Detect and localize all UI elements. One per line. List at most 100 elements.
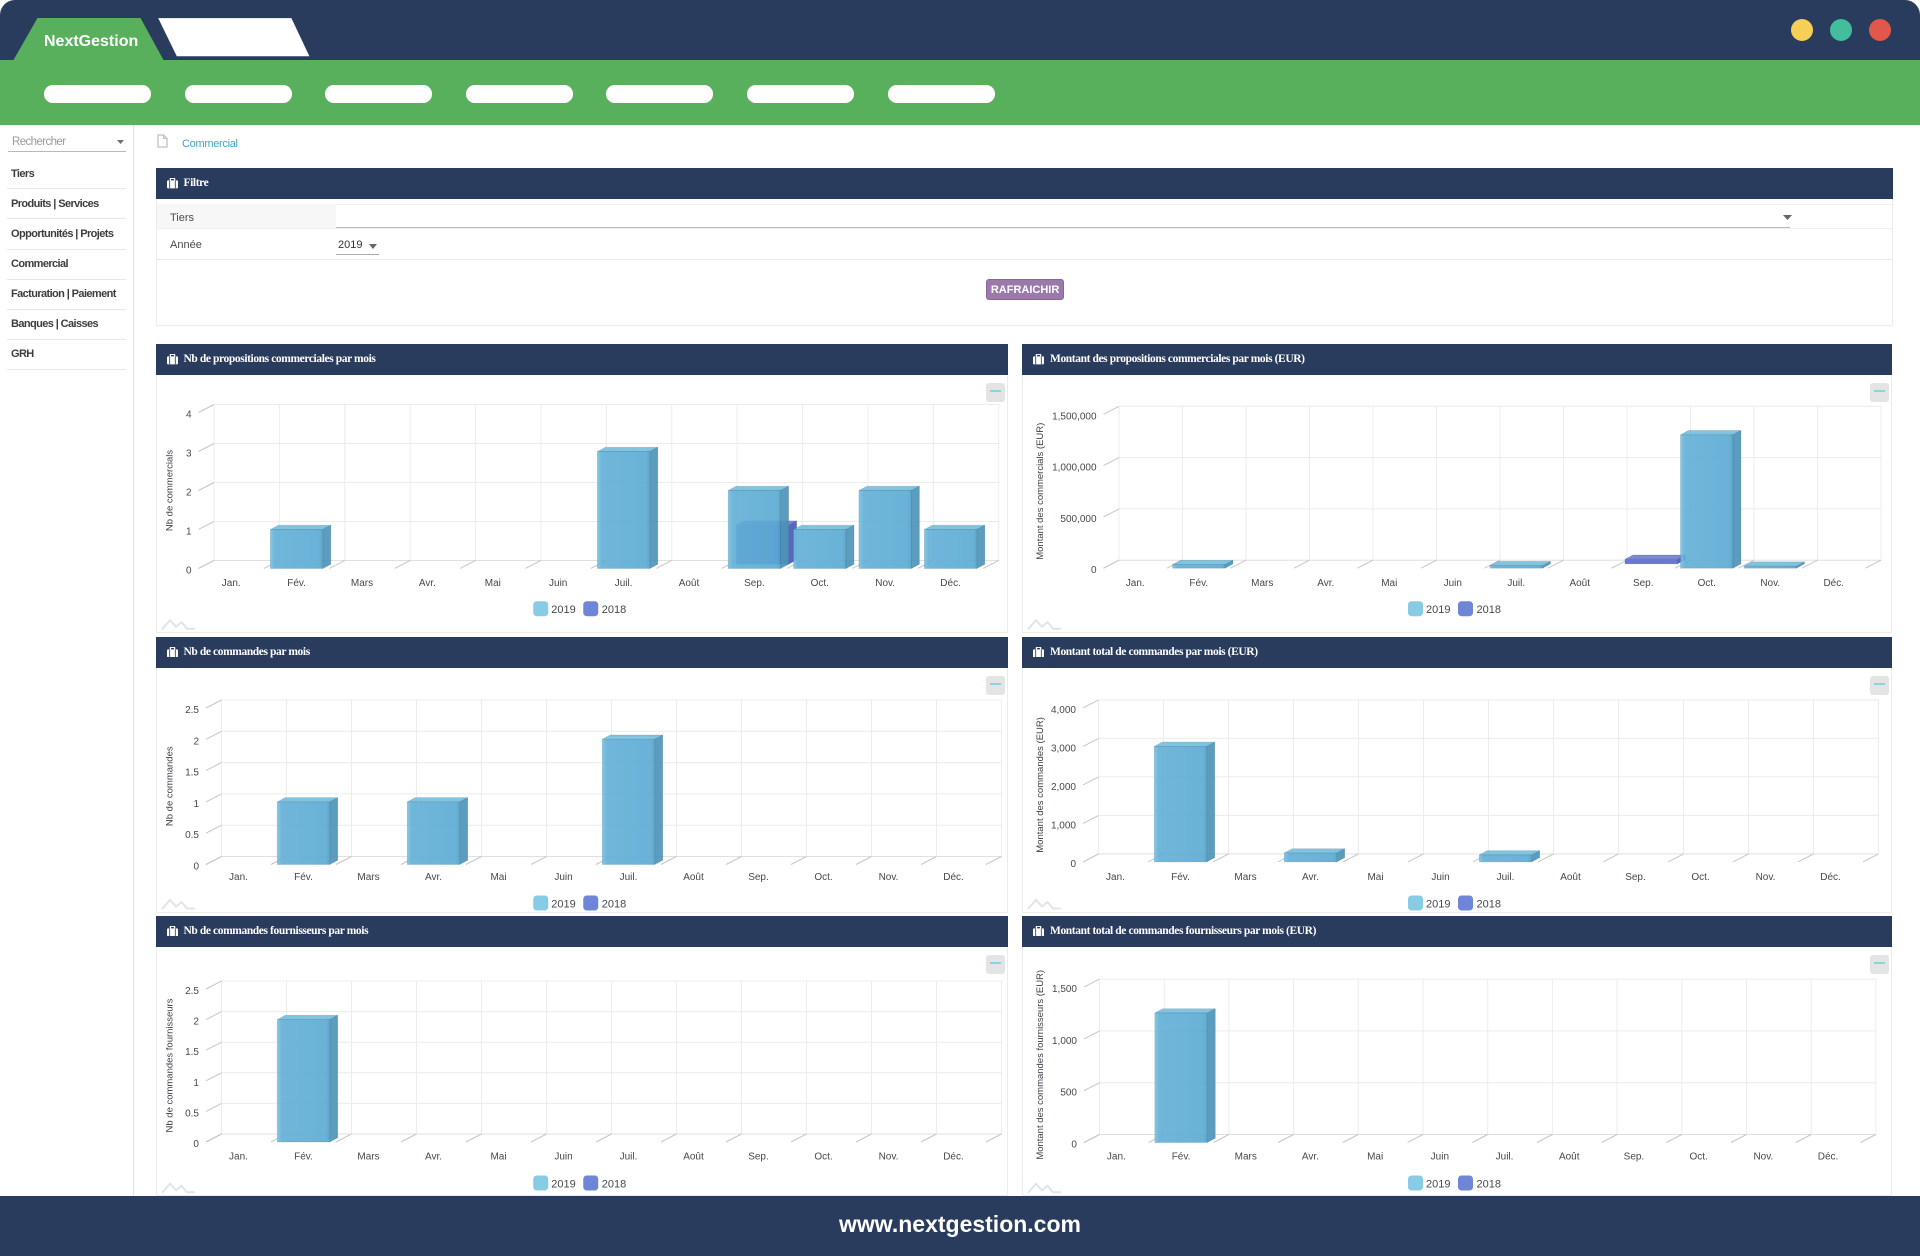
svg-text:Jan.: Jan. <box>221 578 240 589</box>
svg-text:2,000: 2,000 <box>1051 781 1076 792</box>
svg-text:Avr.: Avr. <box>424 1151 441 1162</box>
svg-text:Mars: Mars <box>1251 578 1273 589</box>
svg-text:0: 0 <box>1070 858 1076 869</box>
svg-text:Montant des commandes fourniss: Montant des commandes fournisseurs (EUR) <box>1035 969 1046 1159</box>
svg-text:Jan.: Jan. <box>229 871 248 882</box>
svg-text:Déc.: Déc. <box>1818 1151 1839 1162</box>
svg-text:Juin: Juin <box>1444 578 1462 589</box>
svg-text:3: 3 <box>185 449 191 460</box>
svg-text:0.5: 0.5 <box>185 830 199 841</box>
svg-text:Mai: Mai <box>484 578 500 589</box>
svg-text:Avr.: Avr. <box>418 578 435 589</box>
svg-text:0: 0 <box>185 566 191 577</box>
svg-text:2: 2 <box>193 736 199 747</box>
svg-text:Juil.: Juil. <box>1507 578 1525 589</box>
svg-text:Jan.: Jan. <box>229 1151 248 1162</box>
svg-text:Août: Août <box>1560 871 1581 882</box>
svg-text:2019: 2019 <box>551 1178 575 1190</box>
svg-text:Mars: Mars <box>350 578 372 589</box>
svg-text:1,500: 1,500 <box>1052 984 1077 995</box>
svg-text:1.5: 1.5 <box>185 767 199 778</box>
svg-text:Nb de commandes fournisseurs: Nb de commandes fournisseurs <box>164 998 175 1132</box>
svg-text:1,500,000: 1,500,000 <box>1052 412 1097 423</box>
svg-text:Juil.: Juil. <box>619 1151 637 1162</box>
svg-text:500,000: 500,000 <box>1060 514 1097 525</box>
svg-text:Déc.: Déc. <box>1823 578 1844 589</box>
svg-text:Fév.: Fév. <box>294 871 313 882</box>
svg-text:1,000: 1,000 <box>1051 820 1076 831</box>
svg-text:Oct.: Oct. <box>1698 578 1716 589</box>
svg-text:Mai: Mai <box>1367 871 1383 882</box>
svg-text:Fév.: Fév. <box>1172 1151 1191 1162</box>
svg-text:Oct.: Oct. <box>1689 1151 1707 1162</box>
svg-text:Jan.: Jan. <box>1107 1151 1126 1162</box>
svg-text:0: 0 <box>193 861 199 872</box>
svg-text:Mai: Mai <box>490 1151 506 1162</box>
svg-text:Fév.: Fév. <box>287 578 306 589</box>
svg-text:1: 1 <box>193 798 199 809</box>
svg-text:1: 1 <box>185 527 191 538</box>
svg-text:Juil.: Juil. <box>1497 871 1515 882</box>
svg-text:Sep.: Sep. <box>748 1151 769 1162</box>
svg-text:Oct.: Oct. <box>814 1151 832 1162</box>
svg-text:Fév.: Fév. <box>1171 871 1190 882</box>
svg-text:Août: Août <box>683 1151 704 1162</box>
svg-text:Juin: Juin <box>549 578 567 589</box>
svg-text:Oct.: Oct. <box>814 871 832 882</box>
svg-text:2018: 2018 <box>1477 898 1501 910</box>
svg-text:Juil.: Juil. <box>614 578 632 589</box>
svg-text:Août: Août <box>683 871 704 882</box>
svg-text:Nb de commandes: Nb de commandes <box>164 746 175 826</box>
svg-text:2018: 2018 <box>1476 1178 1500 1190</box>
svg-text:Avr.: Avr. <box>424 871 441 882</box>
svg-text:Mai: Mai <box>1381 578 1397 589</box>
svg-text:Fév.: Fév. <box>294 1151 313 1162</box>
svg-text:0: 0 <box>193 1138 199 1149</box>
svg-text:2019: 2019 <box>551 898 575 910</box>
svg-text:Juil.: Juil. <box>1496 1151 1514 1162</box>
svg-text:2: 2 <box>185 488 191 499</box>
svg-text:1.5: 1.5 <box>185 1047 199 1058</box>
svg-text:1,000,000: 1,000,000 <box>1052 463 1097 474</box>
svg-text:0.5: 0.5 <box>185 1108 199 1119</box>
svg-text:Nov.: Nov. <box>1753 1151 1773 1162</box>
svg-text:1: 1 <box>193 1077 199 1088</box>
svg-text:2019: 2019 <box>1426 604 1450 616</box>
svg-text:Nov.: Nov. <box>1756 871 1776 882</box>
svg-text:Nov.: Nov. <box>878 871 898 882</box>
svg-text:2018: 2018 <box>1476 604 1500 616</box>
svg-text:Sep.: Sep. <box>744 578 765 589</box>
svg-text:Oct.: Oct. <box>1691 871 1709 882</box>
svg-text:Sep.: Sep. <box>1633 578 1654 589</box>
svg-text:Déc.: Déc. <box>943 1151 964 1162</box>
svg-text:Avr.: Avr. <box>1302 1151 1319 1162</box>
svg-text:Juin: Juin <box>554 871 572 882</box>
svg-text:Sep.: Sep. <box>748 871 769 882</box>
svg-text:2.5: 2.5 <box>185 985 199 996</box>
svg-text:Août: Août <box>1569 578 1590 589</box>
svg-text:Mai: Mai <box>1367 1151 1383 1162</box>
svg-text:0: 0 <box>1091 565 1097 576</box>
svg-text:Jan.: Jan. <box>1126 578 1145 589</box>
svg-text:1,000: 1,000 <box>1052 1035 1077 1046</box>
svg-text:Oct.: Oct. <box>810 578 828 589</box>
svg-text:Juin: Juin <box>1431 1151 1449 1162</box>
svg-text:Nov.: Nov. <box>878 1151 898 1162</box>
svg-text:Sep.: Sep. <box>1625 871 1646 882</box>
svg-text:Nov.: Nov. <box>875 578 895 589</box>
svg-text:Montant des commandes (EUR): Montant des commandes (EUR) <box>1035 717 1046 853</box>
svg-text:2018: 2018 <box>601 1178 625 1190</box>
svg-text:2019: 2019 <box>1426 1178 1450 1190</box>
svg-text:4,000: 4,000 <box>1051 704 1076 715</box>
svg-text:2018: 2018 <box>601 604 625 616</box>
svg-text:2019: 2019 <box>1426 898 1450 910</box>
svg-text:Juil.: Juil. <box>619 871 637 882</box>
svg-text:2019: 2019 <box>551 604 575 616</box>
svg-text:Mars: Mars <box>1234 871 1256 882</box>
svg-text:Mars: Mars <box>357 1151 379 1162</box>
svg-text:Juin: Juin <box>554 1151 572 1162</box>
svg-text:Nb de commercials: Nb de commercials <box>164 450 175 531</box>
svg-text:Déc.: Déc. <box>940 578 961 589</box>
svg-text:500: 500 <box>1060 1087 1077 1098</box>
svg-text:Jan.: Jan. <box>1106 871 1125 882</box>
